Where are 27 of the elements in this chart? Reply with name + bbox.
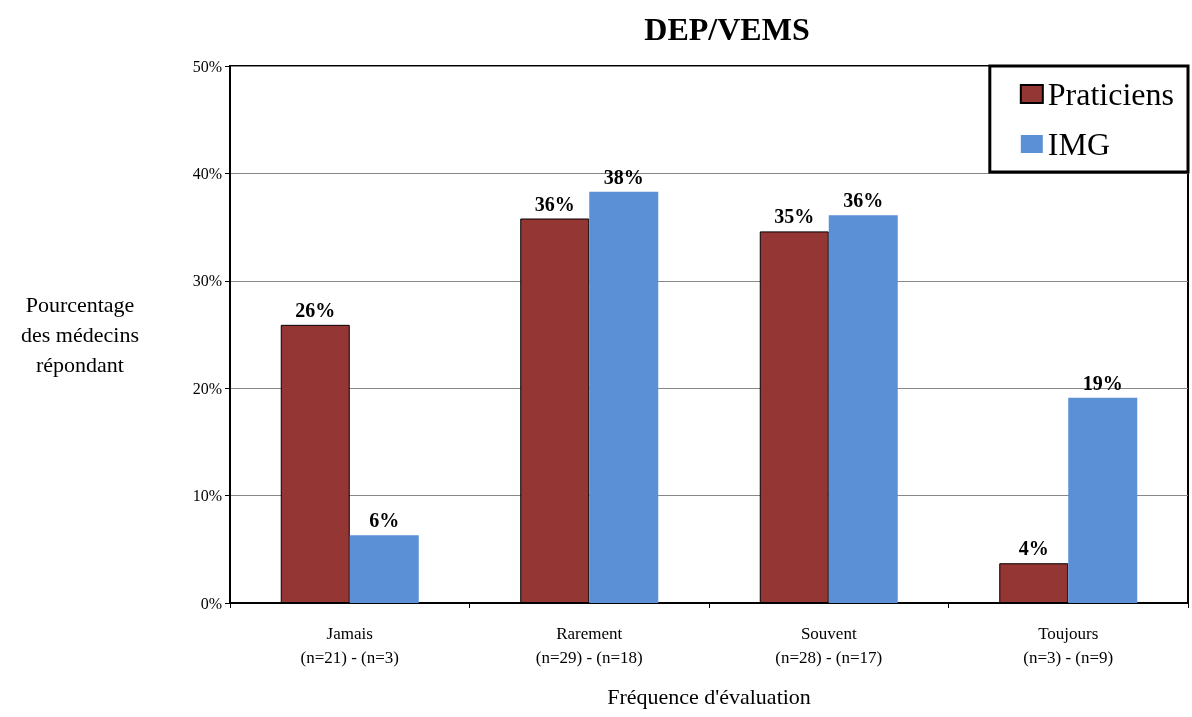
y-tick-label: 30% bbox=[192, 272, 222, 290]
data-label: 19% bbox=[1082, 371, 1123, 394]
y-axis-title: Pourcentage des médecins répondant bbox=[21, 292, 139, 377]
y-tick-label: 50% bbox=[192, 57, 222, 75]
x-tick-label: Souvent (n=28) - (n=17) bbox=[775, 623, 883, 667]
x-tick-label: Rarement (n=29) - (n=18) bbox=[535, 623, 643, 667]
legend-label: Praticiens bbox=[1047, 76, 1174, 112]
data-label: 4% bbox=[1018, 537, 1049, 560]
bar bbox=[828, 215, 898, 603]
data-label: 26% bbox=[295, 298, 336, 321]
data-label: 36% bbox=[843, 189, 884, 212]
bar bbox=[349, 535, 419, 603]
data-label: 36% bbox=[534, 192, 575, 215]
legend-label: IMG bbox=[1047, 126, 1111, 162]
chart-title: DEP/VEMS bbox=[644, 11, 810, 47]
y-tick-label: 0% bbox=[200, 594, 222, 612]
data-label: 38% bbox=[603, 165, 644, 188]
data-label: 6% bbox=[369, 509, 400, 532]
y-tick-label: 40% bbox=[192, 164, 222, 182]
bar bbox=[589, 191, 659, 603]
y-tick-label: 20% bbox=[192, 379, 222, 397]
x-tick-label: Jamais (n=21) - (n=3) bbox=[300, 623, 399, 667]
x-tick-label: Toujours (n=3) - (n=9) bbox=[1023, 623, 1114, 667]
bar bbox=[1068, 397, 1138, 603]
x-axis-title: Fréquence d'évaluation bbox=[607, 683, 811, 709]
y-tick-label: 10% bbox=[192, 487, 222, 505]
data-label: 35% bbox=[774, 205, 815, 228]
